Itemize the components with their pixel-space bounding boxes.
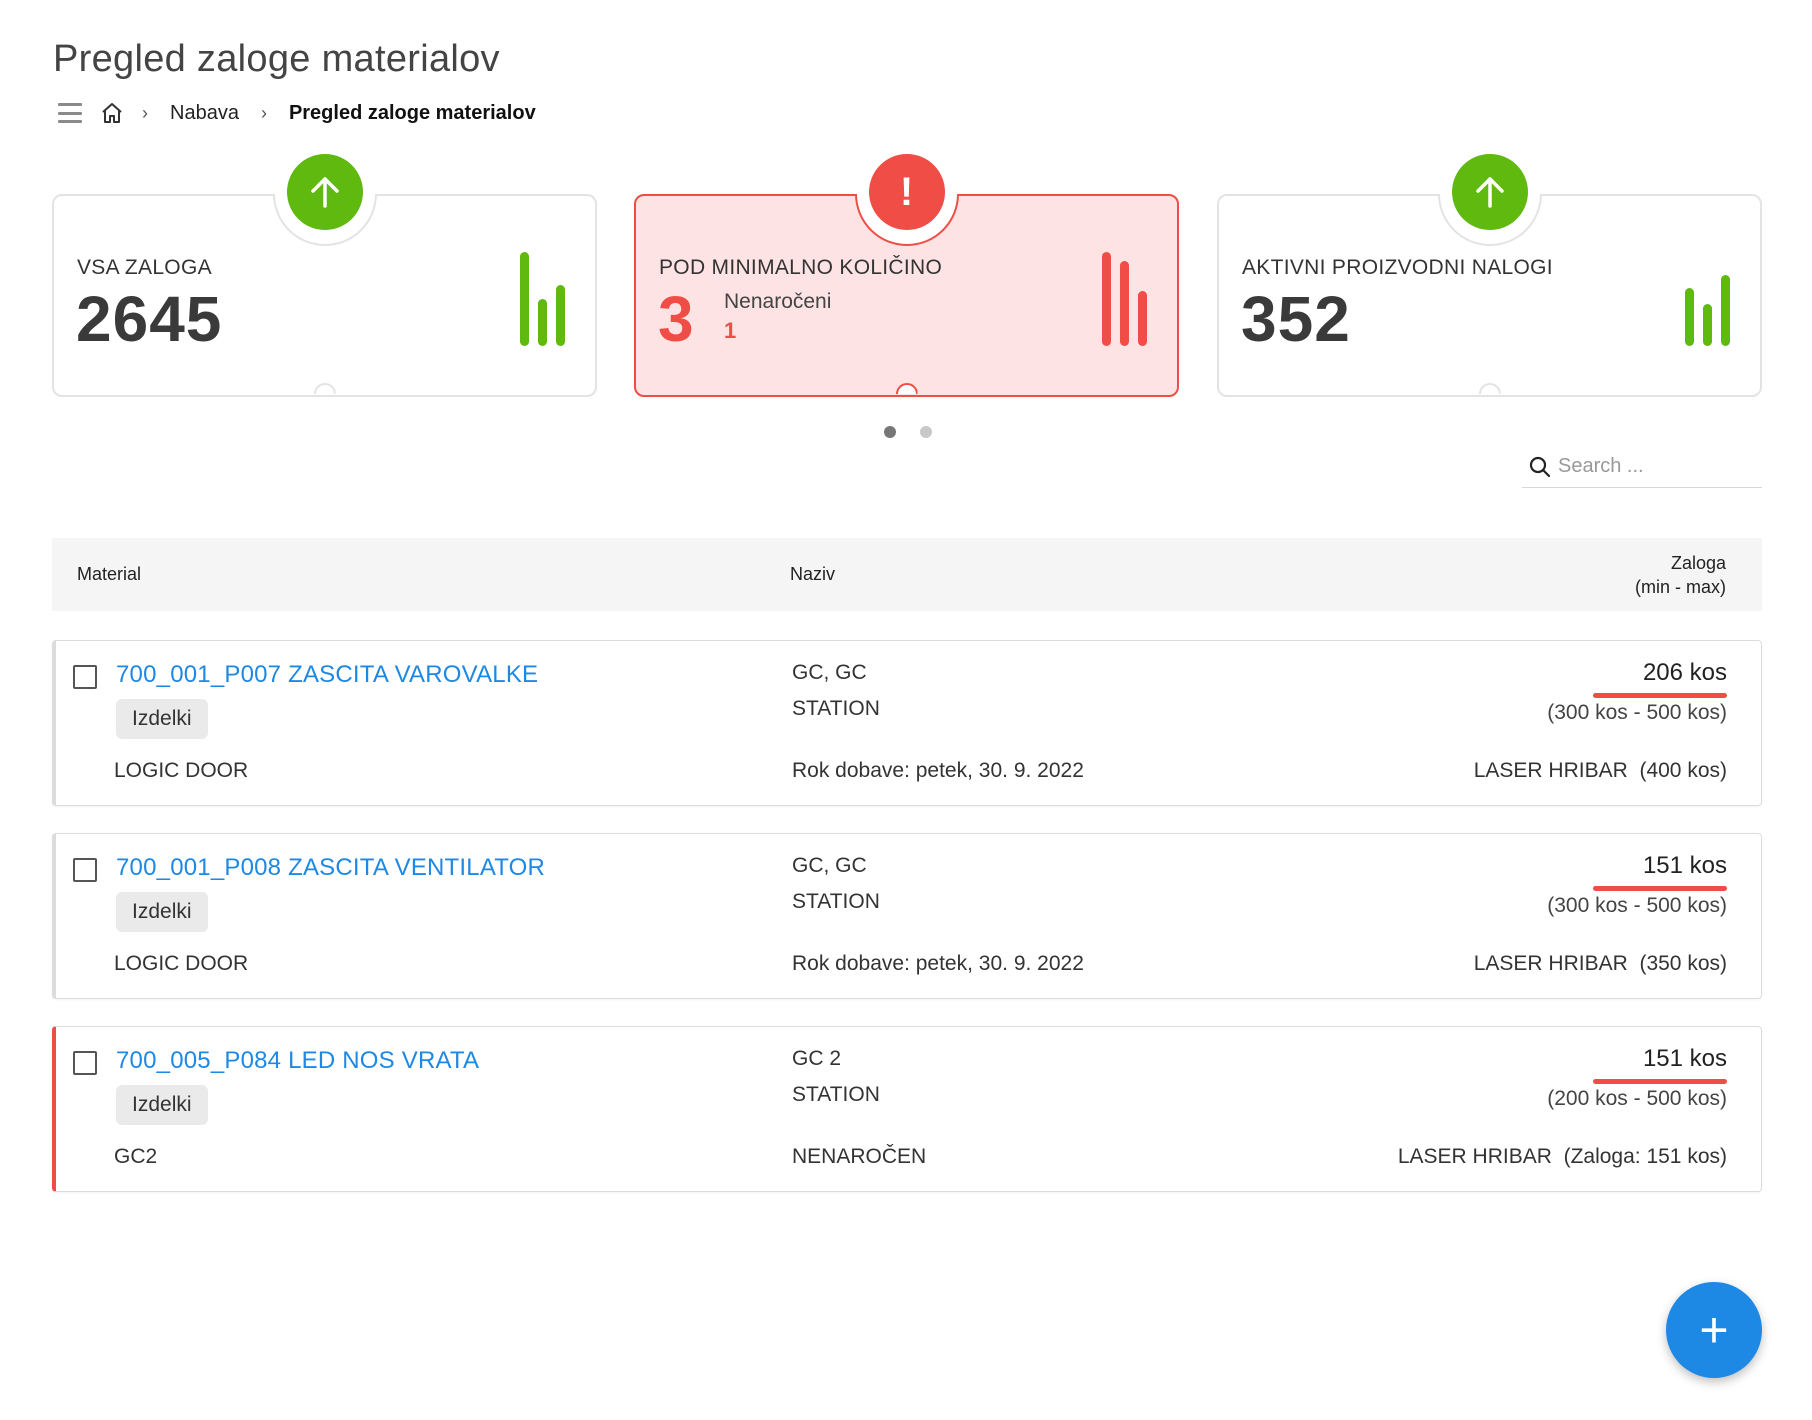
row-checkbox[interactable] [73,1051,97,1075]
naziv-line-2: STATION [792,1083,880,1106]
material-code-link[interactable]: 700_001_P008 ZASCITA VENTILATOR [116,854,546,881]
breadcrumb-link-nabava[interactable]: Nabava [170,101,239,124]
column-header-zaloga-title: Zaloga [1670,553,1726,573]
page-title: Pregled zaloge materialov [53,38,500,80]
search-icon [1529,456,1551,477]
card-label: POD MINIMALNO KOLIČINO [659,256,943,279]
column-header-zaloga[interactable]: Zaloga (min - max) [1635,551,1726,599]
stock-range: (200 kos - 500 kos) [1547,1087,1727,1110]
card-vsa-zaloga[interactable]: VSA ZALOGA 2645 [52,154,597,397]
arrow-up-icon [1451,154,1528,230]
delivery-status: Rok dobave: petek, 30. 9. 2022 [792,759,1084,782]
card-bottom-dot [313,383,336,394]
table-row[interactable]: 700_001_P008 ZASCITA VENTILATOR Izdelki … [52,833,1762,999]
naziv-line-1: GC, GC [792,661,867,684]
column-header-zaloga-range: (min - max) [1635,577,1726,597]
low-stock-indicator [1593,886,1727,891]
stock-range: (300 kos - 500 kos) [1547,894,1727,917]
card-label: AKTIVNI PROIZVODNI NALOGI [1242,256,1553,279]
category-tag: Izdelki [116,892,208,932]
arrow-up-icon [286,154,363,230]
row-checkbox[interactable] [73,665,97,689]
exclamation-icon: ! [868,154,945,230]
breadcrumb: › Nabava › Pregled zaloge materialov [58,100,536,126]
category-tag: Izdelki [116,1085,208,1125]
row-checkbox[interactable] [73,858,97,882]
breadcrumb-separator: › [260,102,267,123]
naziv-line-2: STATION [792,890,880,913]
column-header-naziv[interactable]: Naziv [790,564,836,584]
card-bottom-dot [895,383,918,394]
pager-dot[interactable] [920,426,932,438]
search-input[interactable] [1558,455,1748,478]
card-value: 3 [658,283,695,355]
card-bottom-dot [1478,383,1501,394]
breadcrumb-current: Pregled zaloge materialov [288,101,536,124]
bar-chart-icon [520,252,565,346]
stock-quantity: 206 kos [1642,659,1727,686]
card-label: VSA ZALOGA [77,256,212,279]
home-icon[interactable] [100,101,124,125]
column-header-material[interactable]: Material [77,564,142,584]
carousel-pager [884,426,932,438]
bar-chart-icon [1102,252,1147,346]
summary-cards: VSA ZALOGA 2645 ! POD MINIMALNO KOLIČINO… [52,150,1762,410]
material-code-link[interactable]: 700_005_P084 LED NOS VRATA [116,1047,480,1074]
hamburger-icon[interactable] [58,103,82,123]
card-sub-value: 1 [724,318,737,343]
material-code-link[interactable]: 700_001_P007 ZASCITA VAROVALKE [116,661,539,688]
card-value: 2645 [76,283,223,355]
material-group: GC2 [114,1145,158,1168]
low-stock-indicator [1593,1079,1727,1084]
card-value: 352 [1241,283,1351,355]
stock-quantity: 151 kos [1642,852,1727,879]
naziv-line-2: STATION [792,697,880,720]
supplier-info: LASER HRIBAR (350 kos) [1473,952,1727,975]
card-aktivni-nalogi[interactable]: AKTIVNI PROIZVODNI NALOGI 352 [1217,154,1762,397]
table-row[interactable]: 700_005_P084 LED NOS VRATA Izdelki GC2 G… [52,1026,1762,1192]
material-group: LOGIC DOOR [114,759,249,782]
card-pod-minimalno[interactable]: ! POD MINIMALNO KOLIČINO 3 Nenaročeni 1 [634,154,1179,397]
delivery-status: NENAROČEN [792,1145,927,1168]
supplier-info: LASER HRIBAR (400 kos) [1473,759,1727,782]
naziv-line-1: GC, GC [792,854,867,877]
material-group: LOGIC DOOR [114,952,249,975]
stock-range: (300 kos - 500 kos) [1547,701,1727,724]
plus-icon: + [1699,1302,1729,1358]
stock-quantity: 151 kos [1642,1045,1727,1072]
category-tag: Izdelki [116,699,208,739]
search-box [1522,446,1762,488]
add-button[interactable]: + [1666,1282,1762,1378]
breadcrumb-separator: › [142,102,148,123]
naziv-line-1: GC 2 [792,1047,842,1070]
bar-chart-icon [1685,252,1730,346]
pager-dot[interactable] [884,426,896,438]
delivery-status: Rok dobave: petek, 30. 9. 2022 [792,952,1084,975]
table-header: Material Naziv Zaloga (min - max) [52,538,1762,611]
low-stock-indicator [1593,693,1727,698]
card-sub-label: Nenaročeni [724,290,832,313]
supplier-info: LASER HRIBAR (Zaloga: 151 kos) [1397,1145,1727,1168]
table-row[interactable]: 700_001_P007 ZASCITA VAROVALKE Izdelki L… [52,640,1762,806]
